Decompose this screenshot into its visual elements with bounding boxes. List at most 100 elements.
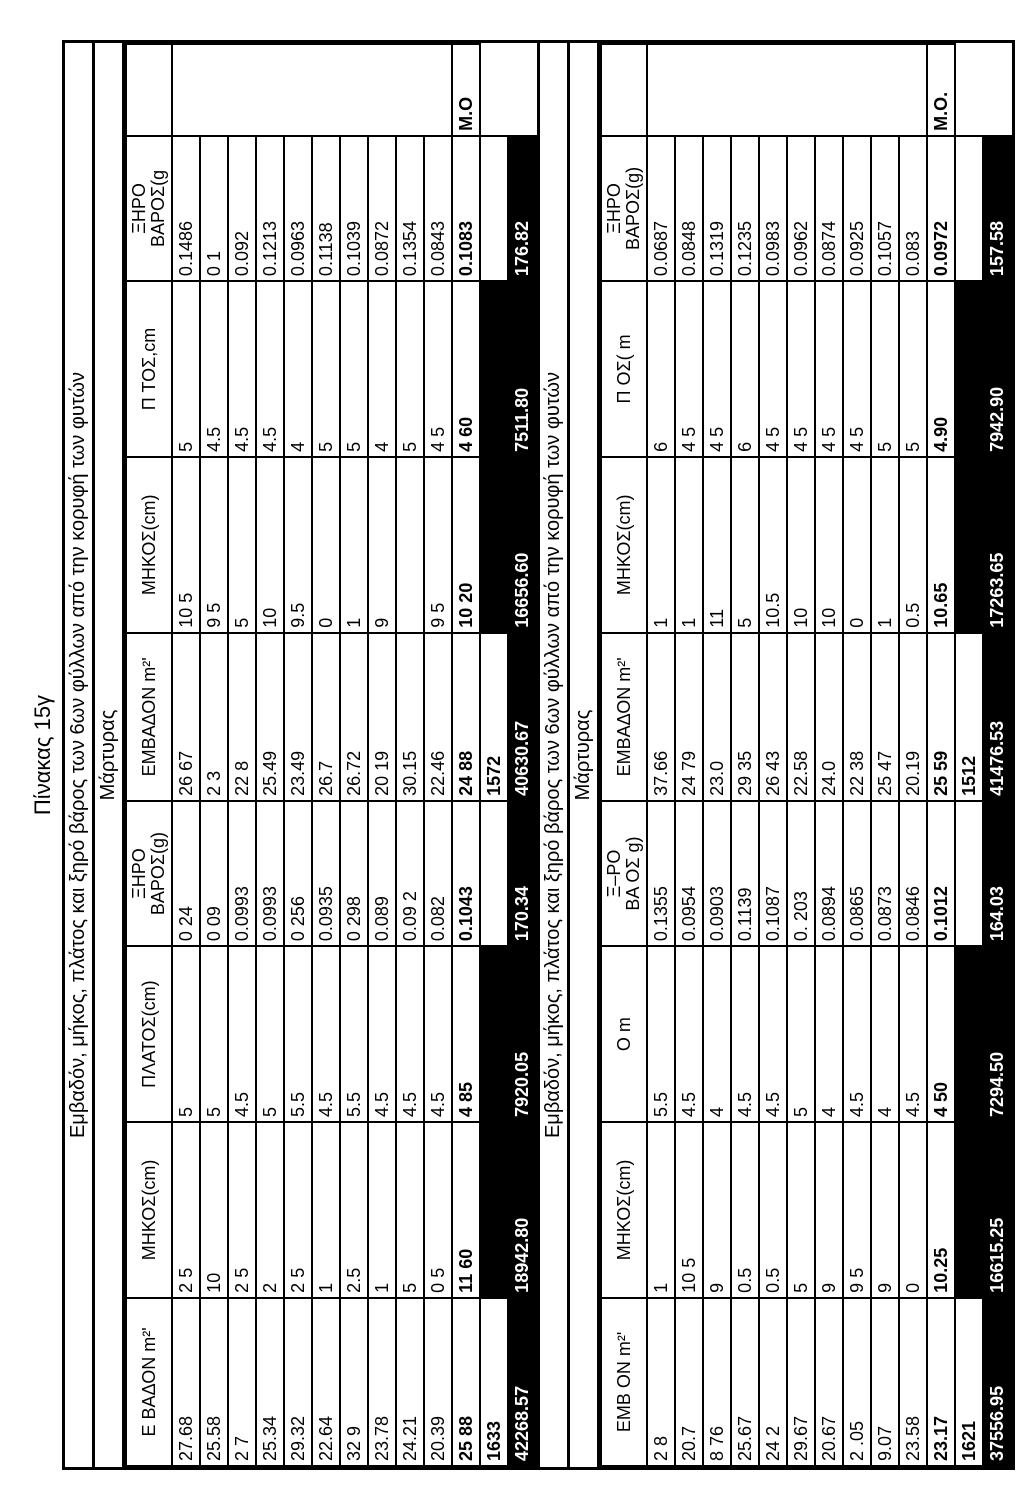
cell: 5 [172, 946, 200, 1122]
cell: 9 [815, 1122, 843, 1298]
col-mhkos-2: ΜΗΚΟΣ(cm) [126, 457, 172, 633]
table-block-1: Ε ΒΑΔΟΝ m²' ΜΗΚΟΣ(cm) ΠΛΑΤΟΣ(cm) ΞΗΡΟ ΒΑ… [125, 43, 537, 1467]
cell: 9 [368, 457, 396, 633]
cell [368, 44, 396, 136]
cell [899, 44, 927, 136]
cell: 25.58 [200, 1298, 228, 1466]
cell: 1 [675, 457, 703, 633]
cell: 5 [228, 457, 256, 633]
table-row: 24 20.54.50.108726 4310.54 50.0983 [759, 44, 787, 1466]
cell: Μ.Ο [452, 44, 480, 136]
cell: 4.5 [200, 281, 228, 457]
cell: 26.72 [340, 633, 368, 801]
cell: 5.5 [647, 946, 675, 1122]
mid-title: Εμβαδόν, μήκος, πλάτος και ξηρό βάρος τω… [537, 43, 570, 1467]
avg-row: 25 8811 604 850.104324 8810 204 600.1083… [452, 44, 480, 1466]
cell: 4 [284, 281, 312, 457]
cell [480, 801, 508, 946]
cell: 23.49 [284, 633, 312, 801]
cell: 4.5 [228, 281, 256, 457]
cell [731, 44, 759, 136]
cell: 42268.57 [508, 1298, 536, 1466]
cell [480, 44, 508, 136]
cell: 0.5 [899, 457, 927, 633]
cell [955, 946, 983, 1122]
cell: 9 [703, 1122, 731, 1298]
cell: 1 [647, 1122, 675, 1298]
cell: 0 1 [200, 136, 228, 281]
cell: 16615.25 [983, 1122, 1011, 1298]
table-row: 2 72 54.50.099322 854.50.092 [228, 44, 256, 1466]
cell: 1633 [480, 1298, 508, 1466]
cell [787, 44, 815, 136]
cell: 22.58 [787, 633, 815, 801]
cell: 7942.90 [983, 281, 1011, 457]
cell: 10 [787, 457, 815, 633]
cell: 10.25 [927, 1122, 955, 1298]
cell: 0.0874 [815, 136, 843, 281]
cell: 0.083 [899, 136, 927, 281]
cell: 0 [312, 457, 340, 633]
cell: 4.5 [396, 946, 424, 1122]
col2-xhro-1: Ξ–ΡΟ ΒΑ ΟΣ g) [601, 801, 647, 946]
cell [955, 457, 983, 633]
cell: 25.49 [256, 633, 284, 801]
cell: 1 [368, 1122, 396, 1298]
cell: 10 [200, 1122, 228, 1298]
cell: 5 [899, 281, 927, 457]
cell: 1621 [955, 1298, 983, 1466]
cell: 0.1139 [731, 801, 759, 946]
table-row: 23.7814.50.08920 19940.0872 [368, 44, 396, 1466]
cell: 18942.80 [508, 1122, 536, 1298]
col2-note [601, 44, 647, 136]
cell [340, 44, 368, 136]
cell: 9 5 [424, 457, 452, 633]
cell: 0.0687 [647, 136, 675, 281]
table-row: 2 .059 54.50.086522 3804 50.0925 [843, 44, 871, 1466]
cell [200, 44, 228, 136]
total-row: 37556.9516615.257294.50164.0341476.53172… [983, 44, 1011, 1466]
cell: 0.0846 [899, 801, 927, 946]
cell: 0. 203 [787, 801, 815, 946]
cell [256, 44, 284, 136]
cell: 4 5 [787, 281, 815, 457]
cell [508, 44, 536, 136]
cell: 0 [899, 1122, 927, 1298]
cell: 4.5 [424, 946, 452, 1122]
cell: 27.68 [172, 1298, 200, 1466]
cell: 0 298 [340, 801, 368, 946]
cell: 7511.80 [508, 281, 536, 457]
cell: 10 [815, 457, 843, 633]
cell: 17263.65 [983, 457, 1011, 633]
cell: 170.34 [508, 801, 536, 946]
cell [396, 457, 424, 633]
table-row: 25.670.54.50.113929 35560.1235 [731, 44, 759, 1466]
total-row: 42268.5718942.807920.05170.3440630.67166… [508, 44, 536, 1466]
cell: 10.5 [759, 457, 787, 633]
cell: 2 8 [647, 1298, 675, 1466]
cell: 23.17 [927, 1298, 955, 1466]
cell: 0.082 [424, 801, 452, 946]
cell: 0.1355 [647, 801, 675, 946]
table-row: 20.710 54.50.095424 7914 50.0848 [675, 44, 703, 1466]
cell: 2.5 [340, 1122, 368, 1298]
cell: 30.15 [396, 633, 424, 801]
cell: 24 79 [675, 633, 703, 801]
table-row: 32 92.55.50 29826.72150.1039 [340, 44, 368, 1466]
col-platos-2: Π ΤΟΣ,cm [126, 281, 172, 457]
cell: 4 5 [815, 281, 843, 457]
table-row: 24.2154.50.09 230.1550.1354 [396, 44, 424, 1466]
cell [955, 1122, 983, 1298]
cell: 2 .05 [843, 1298, 871, 1466]
cell: 1572 [480, 633, 508, 801]
cell [172, 44, 200, 136]
cell: 0.1235 [731, 136, 759, 281]
table-block-2: ΕΜΒ ΟΝ m²' ΜΗΚΟΣ(cm) Ο m Ξ–ΡΟ ΒΑ ΟΣ g) Ε… [600, 43, 1012, 1467]
cell: 16656.60 [508, 457, 536, 633]
cell: 0.0843 [424, 136, 452, 281]
col-xhro-1: ΞΗΡΟ ΒΑΡΟΣ(g) [126, 801, 172, 946]
cell: 5 [731, 457, 759, 633]
cell: 1 [647, 457, 675, 633]
cell: 0.5 [731, 1122, 759, 1298]
cell: 0.0925 [843, 136, 871, 281]
